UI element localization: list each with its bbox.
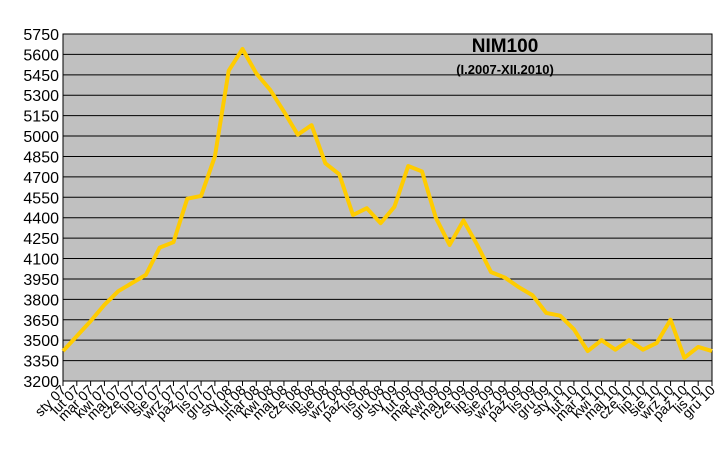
data-line <box>61 46 713 360</box>
y-tick-label: 4850 <box>23 149 59 166</box>
y-tick-label: 3200 <box>23 374 59 391</box>
y-tick-label: 5600 <box>23 47 59 64</box>
y-tick-label: 4550 <box>23 190 59 207</box>
y-tick-label: 5000 <box>23 129 59 146</box>
y-tick-label: 4250 <box>23 231 59 248</box>
plot-area <box>62 33 713 382</box>
y-tick-label: 5450 <box>23 68 59 85</box>
chart-title: NIM100 <box>472 36 539 57</box>
y-tick-label: 4700 <box>23 170 59 187</box>
chart-subtitle: (I.2007-XII.2010) <box>456 62 554 77</box>
y-tick-label: 4400 <box>23 211 59 228</box>
y-tick-label: 4100 <box>23 252 59 269</box>
y-tick-label: 5750 <box>23 27 59 44</box>
y-tick-label: 3800 <box>23 292 59 309</box>
y-tick-label: 3350 <box>23 354 59 371</box>
y-tick-label: 5150 <box>23 109 59 126</box>
y-tick-label: 3650 <box>23 313 59 330</box>
y-tick-label: 3500 <box>23 333 59 350</box>
y-tick-label: 3950 <box>23 272 59 289</box>
y-tick-label: 5300 <box>23 88 59 105</box>
